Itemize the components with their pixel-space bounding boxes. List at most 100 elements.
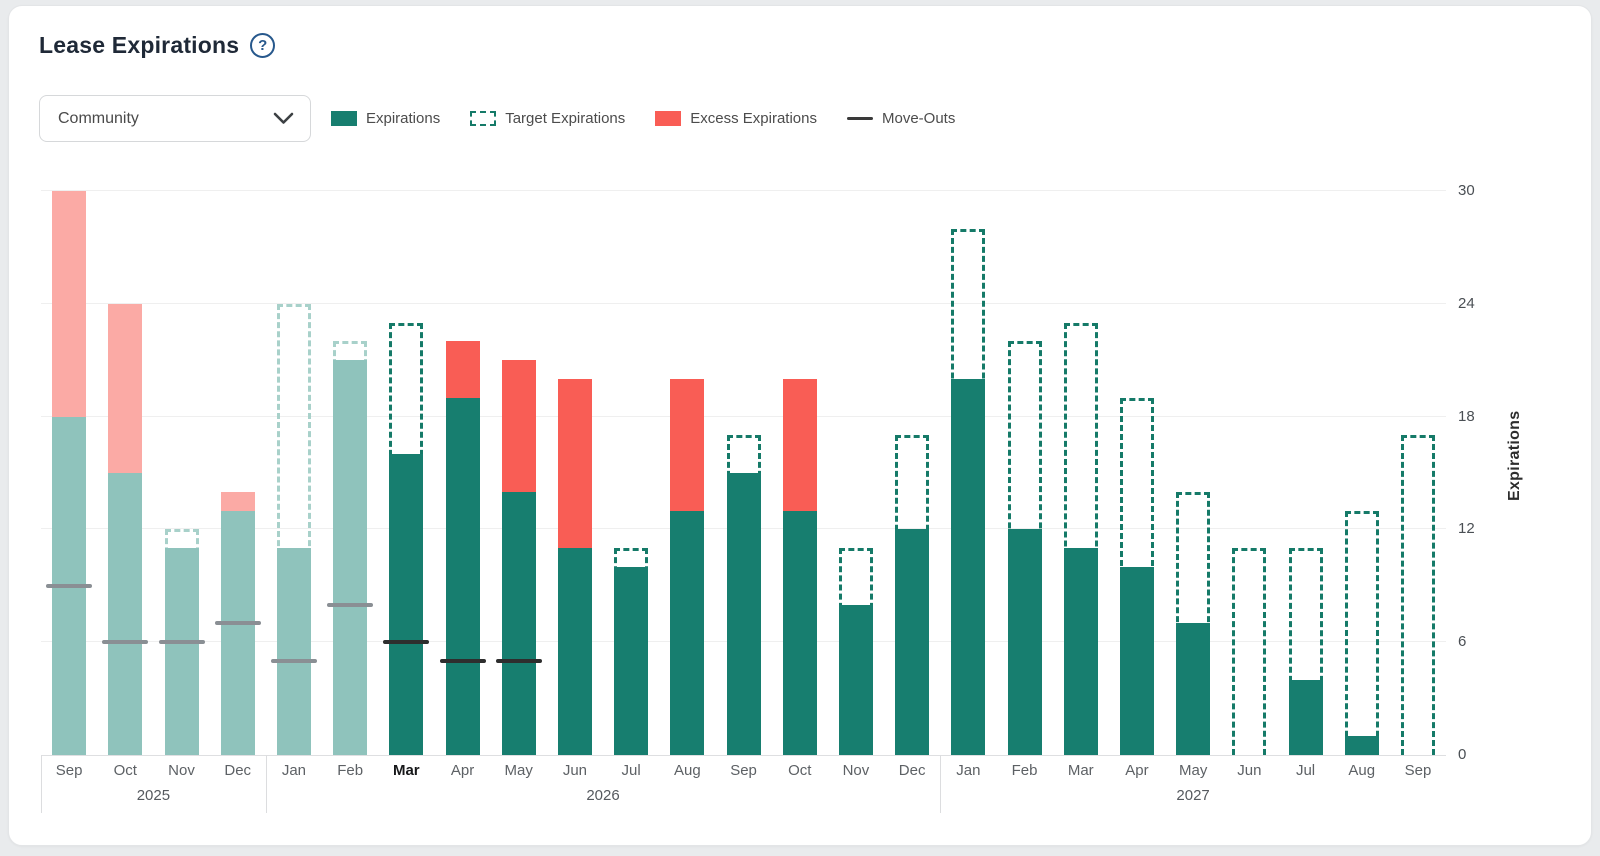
plot-area xyxy=(41,166,1446,756)
target-expirations-box xyxy=(1344,510,1379,755)
move-outs-line xyxy=(102,640,149,645)
excess-expirations-bar xyxy=(501,360,536,492)
excess-expirations-bar xyxy=(557,379,592,549)
month-cell-jul-2027[interactable] xyxy=(1277,166,1333,755)
excess-expirations-bar xyxy=(108,303,143,473)
x-tick-jun-2026: Jun xyxy=(562,762,588,779)
month-cell-nov-2025[interactable] xyxy=(153,166,209,755)
month-cell-jun-2026[interactable] xyxy=(547,166,603,755)
month-cell-dec-2025[interactable] xyxy=(210,166,266,755)
month-cell-sep-2026[interactable] xyxy=(715,166,771,755)
month-cell-sep-2027[interactable] xyxy=(1390,166,1446,755)
year-separator xyxy=(940,755,942,813)
month-cell-sep-2025[interactable] xyxy=(41,166,97,755)
month-cell-apr-2027[interactable] xyxy=(1109,166,1165,755)
target-expirations-box xyxy=(1400,435,1435,755)
expirations-bar xyxy=(1176,623,1211,755)
move-outs-line xyxy=(158,640,205,645)
month-cell-oct-2025[interactable] xyxy=(97,166,153,755)
month-cell-feb-2027[interactable] xyxy=(996,166,1052,755)
y-tick-0: 0 xyxy=(1458,746,1467,763)
year-separator xyxy=(265,755,267,813)
x-tick-jul-2027: Jul xyxy=(1295,762,1316,779)
x-tick-oct-2026: Oct xyxy=(788,762,812,779)
month-cell-mar-2026[interactable] xyxy=(378,166,434,755)
x-tick-sep-2026: Sep xyxy=(730,762,757,779)
y-tick-18: 18 xyxy=(1458,407,1475,425)
target-expirations-box xyxy=(276,303,311,755)
expirations-swatch-icon xyxy=(331,111,357,126)
x-tick-jan-2027: Jan xyxy=(956,762,981,779)
month-cell-jan-2026[interactable] xyxy=(266,166,322,755)
month-cell-nov-2026[interactable] xyxy=(828,166,884,755)
move-outs-line xyxy=(327,602,374,607)
legend-label: Excess Expirations xyxy=(690,110,817,127)
expirations-bar xyxy=(108,473,143,755)
target-expirations-box xyxy=(1063,322,1098,755)
month-cell-may-2027[interactable] xyxy=(1165,166,1221,755)
target-expirations-box xyxy=(1288,548,1323,755)
expirations-bar xyxy=(670,510,705,755)
target-expirations-box xyxy=(1232,548,1267,755)
excess-expirations-swatch-icon xyxy=(655,111,682,126)
expirations-bar xyxy=(1063,548,1098,755)
move-outs-line xyxy=(439,659,486,663)
excess-expirations-bar xyxy=(52,191,87,417)
month-cell-apr-2026[interactable] xyxy=(434,166,490,755)
legend-item-expirations[interactable]: Expirations xyxy=(331,110,440,127)
expirations-bar xyxy=(389,454,424,755)
month-cell-jan-2027[interactable] xyxy=(940,166,996,755)
x-tick-nov-2025: Nov xyxy=(168,762,195,779)
move-outs-line xyxy=(495,659,542,663)
expirations-bar xyxy=(333,360,368,755)
legend-item-move-outs[interactable]: Move-Outs xyxy=(846,110,956,127)
month-cell-aug-2027[interactable] xyxy=(1334,166,1390,755)
x-tick-dec-2026: Dec xyxy=(898,762,926,779)
x-tick-may-2027: May xyxy=(1178,762,1208,779)
month-cell-feb-2026[interactable] xyxy=(322,166,378,755)
target-expirations-swatch-icon xyxy=(470,111,497,126)
chart-legend: Expirations Target Expirations Excess Expi… xyxy=(331,95,955,142)
month-cell-jul-2026[interactable] xyxy=(603,166,659,755)
expirations-bar xyxy=(220,510,255,755)
expirations-bar xyxy=(1288,679,1323,755)
y-tick-30: 30 xyxy=(1458,182,1475,199)
x-tick-apr-2026: Apr xyxy=(450,762,475,779)
move-outs-swatch-icon xyxy=(846,117,873,120)
year-label-2025: 2025 xyxy=(136,787,171,804)
expirations-bar xyxy=(557,548,592,755)
expirations-bar xyxy=(782,510,817,755)
community-dropdown-value: Community xyxy=(58,109,139,127)
chevron-down-icon xyxy=(273,112,294,125)
bar-cells xyxy=(41,166,1446,755)
year-label-2027: 2027 xyxy=(1176,787,1210,804)
expirations-bar xyxy=(726,473,761,755)
month-cell-may-2026[interactable] xyxy=(491,166,547,755)
legend-item-target-expirations[interactable]: Target Expirations xyxy=(470,110,625,127)
expirations-bar xyxy=(1344,736,1379,755)
month-cell-dec-2026[interactable] xyxy=(884,166,940,755)
x-tick-oct-2025: Oct xyxy=(113,762,137,779)
move-outs-line xyxy=(46,583,93,588)
expirations-bar xyxy=(951,379,986,755)
legend-label: Move-Outs xyxy=(881,110,956,127)
x-tick-jan-2026: Jan xyxy=(281,762,306,779)
help-circle-icon[interactable]: ? xyxy=(250,33,276,58)
x-tick-sep-2025: Sep xyxy=(55,762,83,779)
month-cell-mar-2027[interactable] xyxy=(1053,166,1109,755)
legend-label: Target Expirations xyxy=(505,110,626,127)
x-tick-nov-2026: Nov xyxy=(842,762,870,779)
month-cell-oct-2026[interactable] xyxy=(772,166,828,755)
expirations-bar xyxy=(276,548,311,755)
move-outs-line xyxy=(270,659,317,663)
month-cell-aug-2026[interactable] xyxy=(659,166,715,755)
community-dropdown[interactable]: Community xyxy=(39,95,311,142)
y-axis-title: Expirations xyxy=(1506,410,1523,502)
legend-item-excess-expirations[interactable]: Excess Expirations xyxy=(655,110,817,127)
month-cell-jun-2027[interactable] xyxy=(1221,166,1277,755)
gridline-30 xyxy=(41,190,1446,191)
gridline-24 xyxy=(41,302,1446,304)
x-tick-aug-2027: Aug xyxy=(1348,762,1376,779)
year-label-2026: 2026 xyxy=(586,787,620,804)
lease-expirations-card: Lease Expirations ? Community Expiration… xyxy=(8,5,1592,846)
